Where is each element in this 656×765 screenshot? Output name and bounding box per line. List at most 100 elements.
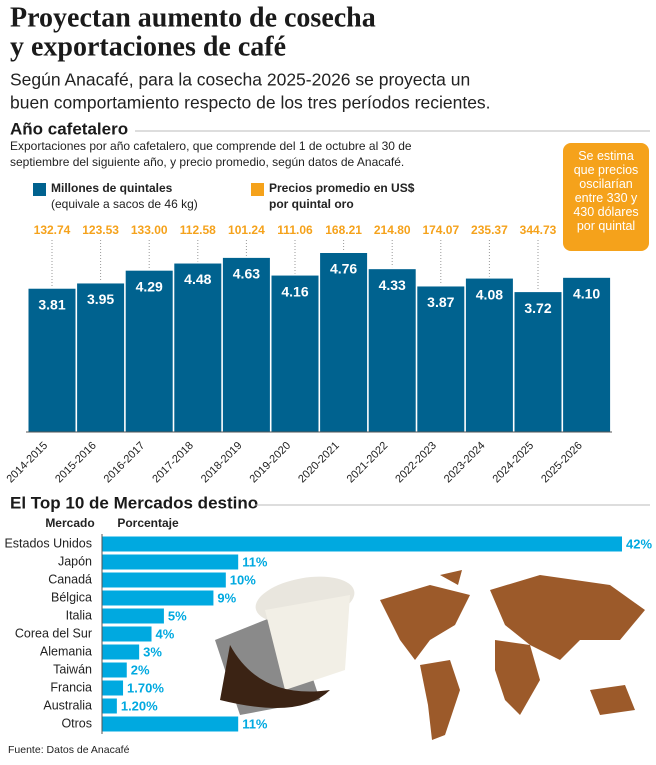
legend-note: por quintal oro xyxy=(269,197,354,211)
value-label: 5% xyxy=(168,608,187,623)
value-label: 1.20% xyxy=(121,698,158,713)
title: y exportaciones de café xyxy=(10,31,286,62)
bar-value-label: 4.29 xyxy=(136,278,163,294)
category-label: Estados Unidos xyxy=(4,536,92,550)
category-label: Japón xyxy=(58,554,92,568)
bar xyxy=(417,286,465,432)
x-tick-label: 2021-2022 xyxy=(345,440,391,486)
bar xyxy=(271,275,319,432)
title: Proyectan aumento de cosecha xyxy=(10,2,376,33)
coffee-cup xyxy=(215,576,355,715)
value-label: 1.70% xyxy=(127,680,164,695)
price-label: 101.24 xyxy=(228,223,265,237)
x-tick-label: 2018-2019 xyxy=(199,440,245,486)
x-tick-label: 2016-2017 xyxy=(102,440,148,486)
section-subtitle: Exportaciones por año cafetalero, que co… xyxy=(10,139,412,153)
bar xyxy=(102,680,124,696)
x-tick-label: 2015-2016 xyxy=(53,440,99,486)
value-label: 11% xyxy=(242,554,268,569)
bar xyxy=(514,292,562,432)
bar xyxy=(102,590,214,606)
x-tick-label: 2020-2021 xyxy=(296,440,342,486)
legend-label: Millones de quintales xyxy=(51,181,173,195)
price-label: 168.21 xyxy=(325,223,362,237)
legend-swatch xyxy=(33,183,46,196)
value-label: 42% xyxy=(626,536,652,551)
bar-value-label: 4.48 xyxy=(184,271,211,287)
category-label: Otros xyxy=(61,716,92,730)
bar-value-label: 3.87 xyxy=(427,294,454,310)
value-label: 4% xyxy=(156,626,175,641)
category-label: Australia xyxy=(43,698,92,712)
bar xyxy=(102,536,622,552)
category-label: Canadá xyxy=(48,572,92,586)
bar xyxy=(368,269,416,432)
bar xyxy=(102,554,239,570)
category-label: Corea del Sur xyxy=(15,626,92,640)
subtitle: buen comportamiento respecto de los tres… xyxy=(10,93,491,113)
x-tick-label: 2014-2015 xyxy=(4,440,50,486)
legend-label: Precios promedio en US$ xyxy=(269,181,415,195)
price-label: 132.74 xyxy=(34,223,71,237)
bar xyxy=(102,626,152,642)
section-title: Año cafetalero xyxy=(10,119,128,138)
value-label: 9% xyxy=(217,590,236,605)
section-subtitle: septiembre del siguiente año, y precio p… xyxy=(10,155,404,169)
price-label: 235.37 xyxy=(471,223,508,237)
bar xyxy=(102,572,226,588)
category-label: Taiwán xyxy=(53,662,92,676)
bar-value-label: 4.16 xyxy=(281,283,308,299)
bar-value-label: 3.72 xyxy=(524,300,551,316)
bar xyxy=(102,662,127,678)
price-label: 214.80 xyxy=(374,223,411,237)
price-label: 174.07 xyxy=(422,223,459,237)
bar-value-label: 4.08 xyxy=(476,286,503,302)
bar xyxy=(465,278,513,432)
bar xyxy=(174,263,222,432)
price-label: 111.06 xyxy=(277,223,313,237)
price-label: 112.58 xyxy=(180,223,216,237)
bar xyxy=(28,288,76,432)
bar-value-label: 4.33 xyxy=(379,277,406,293)
bar xyxy=(125,270,173,432)
category-label: Bélgica xyxy=(51,590,92,604)
column-header: Porcentaje xyxy=(117,516,179,530)
bar xyxy=(320,253,368,432)
x-tick-label: 2019-2020 xyxy=(247,440,293,486)
x-tick-label: 2017-2018 xyxy=(150,440,196,486)
bar-value-label: 4.63 xyxy=(233,266,260,282)
category-label: Italia xyxy=(66,608,92,622)
category-label: Alemania xyxy=(40,644,92,658)
source: Fuente: Datos de Anacafé xyxy=(8,744,130,756)
bar xyxy=(563,277,611,432)
x-tick-label: 2024-2025 xyxy=(490,440,536,486)
value-label: 2% xyxy=(131,662,150,677)
bar xyxy=(102,644,140,660)
world-map xyxy=(380,570,645,740)
x-tick-label: 2023-2024 xyxy=(442,440,488,486)
annotation: Se estima que precios oscilarían entre 3… xyxy=(563,143,649,251)
bar-value-label: 4.10 xyxy=(573,286,600,302)
price-label: 133.00 xyxy=(131,223,168,237)
value-label: 3% xyxy=(143,644,162,659)
value-label: 11% xyxy=(242,716,268,731)
x-tick-label: 2022-2023 xyxy=(393,440,439,486)
legend-swatch xyxy=(251,183,264,196)
price-label: 123.53 xyxy=(82,223,119,237)
bar xyxy=(77,283,125,432)
bar xyxy=(102,698,117,714)
bar-value-label: 4.76 xyxy=(330,261,357,277)
bar-value-label: 3.95 xyxy=(87,291,114,307)
bar xyxy=(102,608,164,624)
x-tick-label: 2025-2026 xyxy=(539,440,585,486)
bar xyxy=(102,716,239,732)
bar-value-label: 3.81 xyxy=(38,296,65,312)
category-label: Francia xyxy=(50,680,92,694)
price-label: 344.73 xyxy=(520,223,557,237)
value-label: 10% xyxy=(230,572,256,587)
column-header: Mercado xyxy=(45,516,94,530)
subtitle: Según Anacafé, para la cosecha 2025-2026… xyxy=(10,70,470,90)
section-title: El Top 10 de Mercados destino xyxy=(10,493,258,512)
